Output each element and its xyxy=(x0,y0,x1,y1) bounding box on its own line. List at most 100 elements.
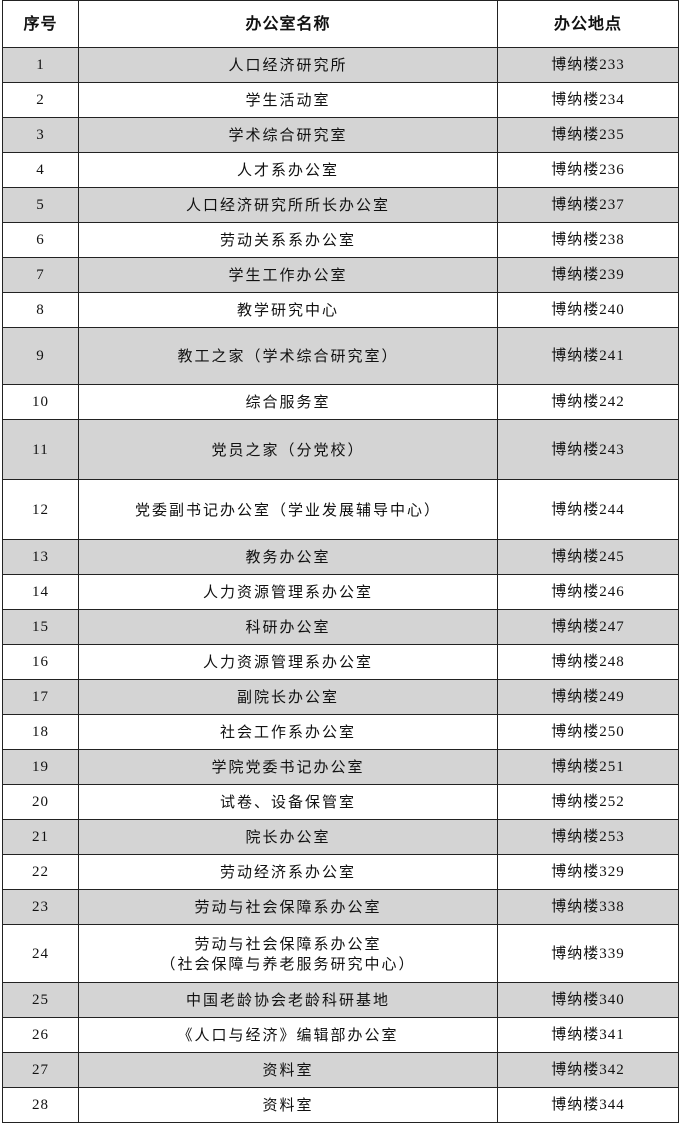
row-number: 21 xyxy=(2,819,79,855)
table-row: 20 试卷、设备保管室 博纳楼252 xyxy=(2,784,679,820)
table-row: 24 劳动与社会保障系办公室 （社会保障与养老服务研究中心） 博纳楼339 xyxy=(2,924,679,983)
row-number: 14 xyxy=(2,574,79,610)
office-name: 人口经济研究所所长办公室 xyxy=(78,187,498,223)
office-name: 院长办公室 xyxy=(78,819,498,855)
header-row: 序号 办公室名称 办公地点 xyxy=(2,0,679,48)
office-location: 博纳楼238 xyxy=(497,222,679,258)
office-location: 博纳楼338 xyxy=(497,889,679,925)
office-location: 博纳楼329 xyxy=(497,854,679,890)
table-row: 21 院长办公室 博纳楼253 xyxy=(2,819,679,855)
office-location: 博纳楼342 xyxy=(497,1052,679,1088)
table-row: 7 学生工作办公室 博纳楼239 xyxy=(2,257,679,293)
office-location: 博纳楼339 xyxy=(497,924,679,983)
office-name: 副院长办公室 xyxy=(78,679,498,715)
row-number: 20 xyxy=(2,784,79,820)
row-number: 26 xyxy=(2,1017,79,1053)
row-number: 3 xyxy=(2,117,79,153)
row-number: 28 xyxy=(2,1087,79,1123)
office-name: 教工之家（学术综合研究室） xyxy=(78,327,498,385)
table-row: 19 学院党委书记办公室 博纳楼251 xyxy=(2,749,679,785)
office-name: 人口经济研究所 xyxy=(78,47,498,83)
office-name: 学生活动室 xyxy=(78,82,498,118)
header-number: 序号 xyxy=(2,0,79,48)
row-number: 8 xyxy=(2,292,79,328)
office-location: 博纳楼241 xyxy=(497,327,679,385)
row-number: 1 xyxy=(2,47,79,83)
office-location: 博纳楼340 xyxy=(497,982,679,1018)
office-name: 学院党委书记办公室 xyxy=(78,749,498,785)
table-row: 11 党员之家（分党校） 博纳楼243 xyxy=(2,419,679,480)
office-location: 博纳楼341 xyxy=(497,1017,679,1053)
office-name: 教务办公室 xyxy=(78,539,498,575)
office-location: 博纳楼251 xyxy=(497,749,679,785)
row-number: 11 xyxy=(2,419,79,480)
office-name: 人力资源管理系办公室 xyxy=(78,644,498,680)
table-row: 9 教工之家（学术综合研究室） 博纳楼241 xyxy=(2,327,679,385)
table-row: 14 人力资源管理系办公室 博纳楼246 xyxy=(2,574,679,610)
office-name: 资料室 xyxy=(78,1087,498,1123)
row-number: 5 xyxy=(2,187,79,223)
office-location: 博纳楼235 xyxy=(497,117,679,153)
office-name: 社会工作系办公室 xyxy=(78,714,498,750)
row-number: 15 xyxy=(2,609,79,645)
office-name: 《人口与经济》编辑部办公室 xyxy=(78,1017,498,1053)
table-row: 12 党委副书记办公室（学业发展辅导中心） 博纳楼244 xyxy=(2,479,679,540)
office-name: 中国老龄协会老龄科研基地 xyxy=(78,982,498,1018)
row-number: 16 xyxy=(2,644,79,680)
office-location: 博纳楼344 xyxy=(497,1087,679,1123)
table-row: 3 学术综合研究室 博纳楼235 xyxy=(2,117,679,153)
row-number: 24 xyxy=(2,924,79,983)
office-location: 博纳楼246 xyxy=(497,574,679,610)
row-number: 17 xyxy=(2,679,79,715)
office-location: 博纳楼244 xyxy=(497,479,679,540)
table-row: 13 教务办公室 博纳楼245 xyxy=(2,539,679,575)
table-row: 17 副院长办公室 博纳楼249 xyxy=(2,679,679,715)
row-number: 19 xyxy=(2,749,79,785)
office-name: 试卷、设备保管室 xyxy=(78,784,498,820)
office-name: 教学研究中心 xyxy=(78,292,498,328)
office-location: 博纳楼234 xyxy=(497,82,679,118)
office-name: 人力资源管理系办公室 xyxy=(78,574,498,610)
office-name: 科研办公室 xyxy=(78,609,498,645)
row-number: 4 xyxy=(2,152,79,188)
row-number: 25 xyxy=(2,982,79,1018)
table-row: 25 中国老龄协会老龄科研基地 博纳楼340 xyxy=(2,982,679,1018)
table-row: 27 资料室 博纳楼342 xyxy=(2,1052,679,1088)
office-location: 博纳楼239 xyxy=(497,257,679,293)
office-name: 综合服务室 xyxy=(78,384,498,420)
table-row: 10 综合服务室 博纳楼242 xyxy=(2,384,679,420)
office-location: 博纳楼233 xyxy=(497,47,679,83)
office-location: 博纳楼243 xyxy=(497,419,679,480)
office-name: 劳动经济系办公室 xyxy=(78,854,498,890)
table-row: 18 社会工作系办公室 博纳楼250 xyxy=(2,714,679,750)
table-row: 23 劳动与社会保障系办公室 博纳楼338 xyxy=(2,889,679,925)
header-location: 办公地点 xyxy=(497,0,679,48)
table-row: 15 科研办公室 博纳楼247 xyxy=(2,609,679,645)
row-number: 10 xyxy=(2,384,79,420)
row-number: 23 xyxy=(2,889,79,925)
row-number: 7 xyxy=(2,257,79,293)
office-location: 博纳楼245 xyxy=(497,539,679,575)
row-number: 9 xyxy=(2,327,79,385)
table-row: 6 劳动关系系办公室 博纳楼238 xyxy=(2,222,679,258)
row-number: 12 xyxy=(2,479,79,540)
office-name: 党委副书记办公室（学业发展辅导中心） xyxy=(78,479,498,540)
table-row: 2 学生活动室 博纳楼234 xyxy=(2,82,679,118)
table-row: 28 资料室 博纳楼344 xyxy=(2,1087,679,1123)
table-row: 16 人力资源管理系办公室 博纳楼248 xyxy=(2,644,679,680)
office-location: 博纳楼250 xyxy=(497,714,679,750)
row-number: 2 xyxy=(2,82,79,118)
office-location: 博纳楼249 xyxy=(497,679,679,715)
row-number: 6 xyxy=(2,222,79,258)
table-row: 4 人才系办公室 博纳楼236 xyxy=(2,152,679,188)
office-name: 劳动与社会保障系办公室 （社会保障与养老服务研究中心） xyxy=(78,924,498,983)
office-name: 劳动关系系办公室 xyxy=(78,222,498,258)
office-location: 博纳楼236 xyxy=(497,152,679,188)
row-number: 22 xyxy=(2,854,79,890)
office-name: 党员之家（分党校） xyxy=(78,419,498,480)
table-row: 22 劳动经济系办公室 博纳楼329 xyxy=(2,854,679,890)
table-row: 1 人口经济研究所 博纳楼233 xyxy=(2,47,679,83)
office-location: 博纳楼248 xyxy=(497,644,679,680)
office-location: 博纳楼253 xyxy=(497,819,679,855)
